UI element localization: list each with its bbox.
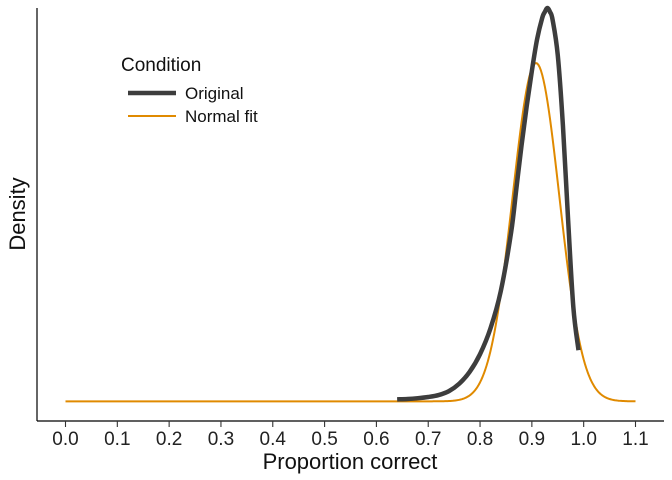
- y-axis-title: Density: [5, 177, 30, 250]
- x-tick-label: 0.1: [104, 429, 130, 450]
- series-layer: [65, 5, 636, 403]
- legend-label-normal-fit: Normal fit: [185, 107, 258, 126]
- x-tick-label: 0.0: [52, 429, 78, 450]
- x-tick-label: 1.0: [570, 429, 596, 450]
- x-ticks: 0.0 0.1 0.2 0.3 0.4 0.5 0.6 0.7 0.8 0.9 1.0 1.1: [52, 421, 649, 450]
- x-tick-label: 0.6: [363, 429, 389, 450]
- series-line-original: [397, 5, 581, 402]
- x-tick-label: 0.8: [467, 429, 493, 450]
- legend-label-original: Original: [185, 84, 244, 103]
- x-tick-label: 0.3: [208, 429, 234, 450]
- axes: [36, 8, 664, 422]
- legend: Condition Original Normal fit: [121, 55, 258, 126]
- x-tick-label: 0.7: [415, 429, 441, 450]
- x-tick-label: 0.9: [519, 429, 545, 450]
- x-axis-title: Proportion correct: [263, 449, 438, 474]
- x-tick-label: 0.5: [311, 429, 337, 450]
- x-tick-label: 0.2: [156, 429, 182, 450]
- x-tick-label: 0.4: [260, 429, 287, 450]
- x-tick-label: 1.1: [622, 429, 648, 450]
- legend-title: Condition: [121, 55, 201, 76]
- series-line-normal-fit: [65, 62, 636, 403]
